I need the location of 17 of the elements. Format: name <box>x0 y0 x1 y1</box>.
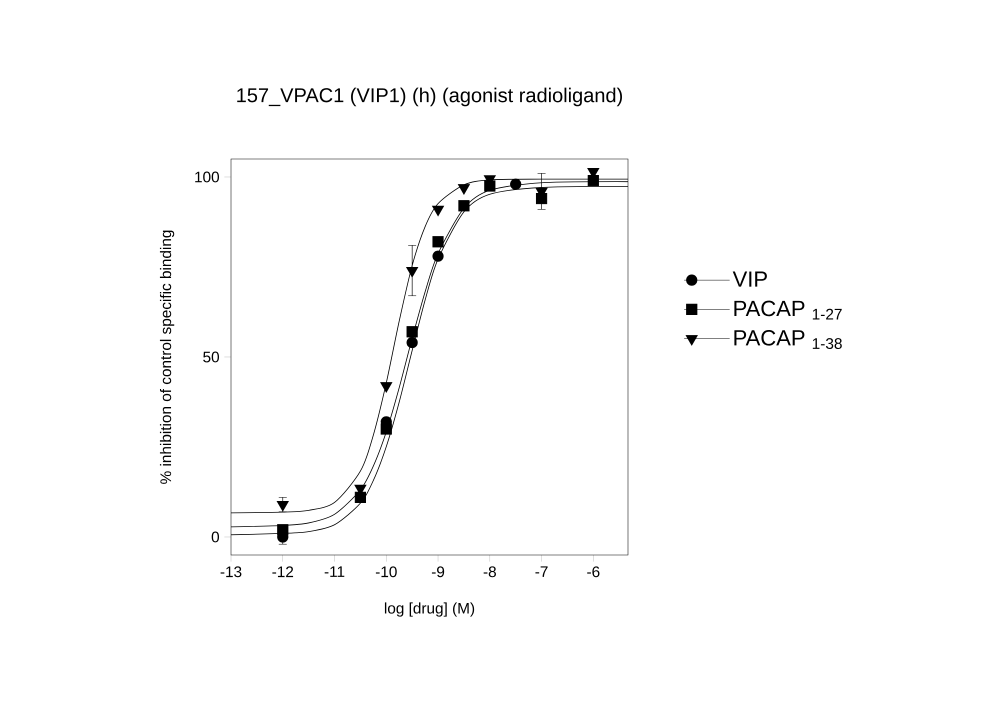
x-tick-label: -13 <box>220 566 242 578</box>
x-tick-label: -8 <box>484 566 496 578</box>
x-tick-label: -11 <box>324 566 344 577</box>
x-tick-label: -7 <box>535 566 548 577</box>
x-tick-label: -10 <box>376 566 397 578</box>
legend-label: PACAP $_{1-38}$ <box>734 330 842 349</box>
x-tick-label: -12 <box>272 566 294 578</box>
y-tick-label: 0 <box>212 532 220 542</box>
chart-title: 157_VPAC1 (VIP1) (h) (agonist radioligand) <box>237 88 622 106</box>
y-tick-label: 50 <box>203 352 220 362</box>
x-tick-label: -9 <box>432 566 444 578</box>
x-tick-label: -6 <box>587 566 600 578</box>
legend-label: PACAP $_{1-27}$ <box>734 300 842 320</box>
y-tick-label: 100 <box>195 172 220 182</box>
legend-label: VIP <box>732 272 767 287</box>
y-axis-title: % inhibition of control specific binding <box>160 230 174 484</box>
x-axis-title: log [drug] (M) <box>384 602 474 617</box>
